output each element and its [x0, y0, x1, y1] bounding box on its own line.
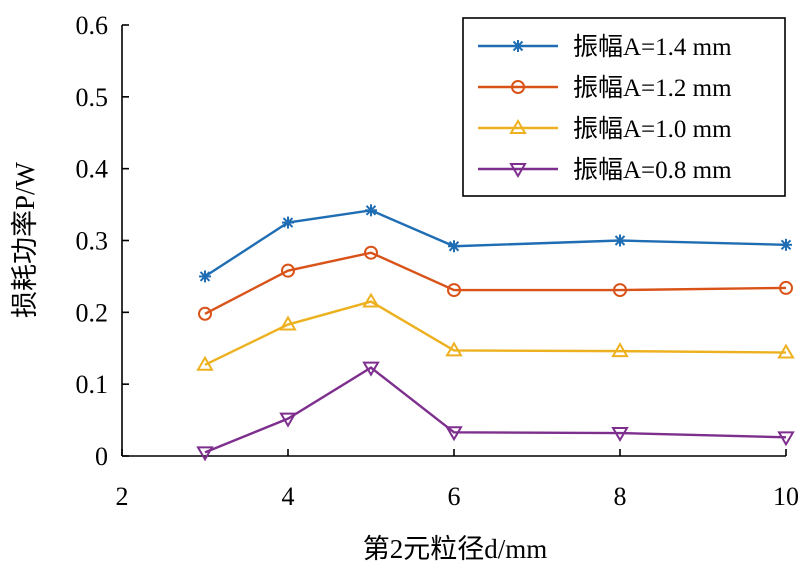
legend-marker — [511, 80, 525, 94]
data-point-marker — [445, 426, 463, 442]
y-tick-label: 0.2 — [76, 298, 109, 327]
legend-marker — [509, 163, 527, 178]
data-point-marker — [611, 427, 629, 442]
data-point-marker — [198, 306, 212, 321]
x-axis-title: 第2元粒径d/mm — [363, 534, 548, 564]
series-4 — [196, 361, 795, 462]
marker-stroke — [282, 217, 294, 228]
y-axis-title: 损耗功率P/W — [10, 161, 40, 318]
data-point-marker — [365, 204, 377, 217]
data-point-marker — [362, 361, 380, 377]
data-point-marker — [614, 234, 626, 247]
series-layer — [196, 204, 795, 462]
x-tick-label: 2 — [116, 482, 129, 511]
marker-stroke — [199, 271, 211, 282]
legend-label: 振幅A=1.2 mm — [573, 74, 732, 102]
series-1 — [199, 204, 792, 283]
marker-stroke — [614, 235, 626, 246]
data-point-marker — [780, 238, 792, 251]
data-point-marker — [196, 446, 214, 462]
legend-entry: 振幅A=1.0 mm — [478, 115, 732, 143]
marker-stroke — [365, 205, 377, 216]
data-point-marker — [448, 240, 460, 253]
x-tick-label: 4 — [282, 482, 295, 511]
series-2 — [198, 245, 793, 321]
series-line — [204, 300, 787, 366]
data-point-marker — [281, 263, 295, 278]
data-point-marker — [779, 280, 793, 295]
y-tick-label: 0.5 — [76, 83, 109, 112]
data-point-marker — [611, 342, 629, 358]
data-point-marker — [279, 315, 297, 331]
x-tick-label: 10 — [773, 482, 799, 511]
y-tick-label: 0.3 — [76, 227, 109, 256]
y-tick-label: 0 — [95, 442, 108, 471]
series-line — [204, 209, 787, 278]
legend-marker — [509, 119, 527, 134]
legend-entry: 振幅A=1.4 mm — [478, 33, 732, 61]
data-point-marker — [613, 283, 627, 298]
series-3 — [196, 292, 795, 371]
legend-entry: 振幅A=0.8 mm — [478, 156, 732, 184]
data-point-marker — [282, 216, 294, 229]
data-point-marker — [445, 341, 463, 357]
legend-label: 振幅A=0.8 mm — [573, 156, 732, 184]
data-point-marker — [777, 343, 795, 359]
data-point-marker — [196, 355, 214, 371]
legend-marker — [512, 40, 524, 52]
legend-label: 振幅A=1.0 mm — [573, 115, 732, 143]
y-tick-label: 0.6 — [76, 11, 109, 40]
y-tick-label: 0.4 — [76, 155, 109, 184]
legend-entry: 振幅A=1.2 mm — [478, 74, 732, 102]
data-point-marker — [362, 292, 380, 308]
series-line — [204, 366, 787, 454]
data-point-marker — [447, 283, 461, 298]
data-point-marker — [199, 270, 211, 283]
x-tick-label: 6 — [448, 482, 461, 511]
marker-stroke — [448, 241, 460, 252]
marker-stroke — [780, 239, 792, 251]
marker-stroke — [512, 40, 524, 52]
legend-label: 振幅A=1.4 mm — [573, 33, 732, 61]
legend: 振幅A=1.4 mm 振幅A=1.2 mm 振幅A=1.0 mm 振幅A=0.8 mm — [462, 17, 786, 197]
x-tick-label: 8 — [614, 482, 627, 511]
y-tick-label: 0.1 — [76, 370, 109, 399]
data-point-marker — [279, 412, 297, 428]
data-point-marker — [777, 431, 795, 447]
axes: 2 4 6 8 10 0 0.1 0.2 0.3 0.4 0.5 0.6 — [76, 11, 800, 511]
series-line — [204, 251, 787, 315]
data-point-marker — [364, 245, 378, 260]
